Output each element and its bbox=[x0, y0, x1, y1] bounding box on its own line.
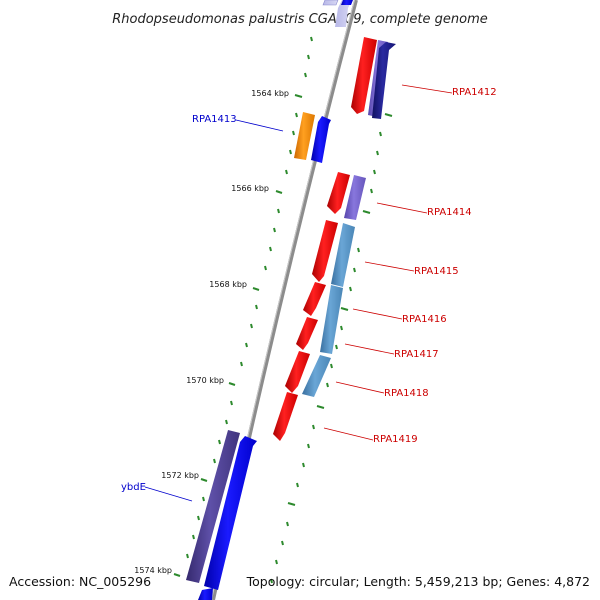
gene-arrow-rpa1413-orange[interactable] bbox=[294, 112, 315, 160]
leader-lines bbox=[323, 84, 453, 441]
gene-arrow-rpa1418-red[interactable] bbox=[285, 351, 310, 393]
gene-arrow-rpa1415-steel[interactable] bbox=[331, 223, 355, 287]
tick-label-1574: 1574 kbp bbox=[134, 566, 172, 575]
leader-lines-blue bbox=[144, 119, 284, 502]
page-title: Rhodopseudomonas palustris CGA009, compl… bbox=[112, 12, 488, 27]
gene-arrow-rpa1417-red[interactable] bbox=[296, 317, 318, 350]
tick-label-1568: 1568 kbp bbox=[209, 280, 247, 289]
gene-arrow[interactable] bbox=[335, 0, 352, 27]
gene-label-rpa1419[interactable]: RPA1419 bbox=[373, 434, 418, 445]
gene-arrow[interactable] bbox=[198, 588, 213, 600]
gene-arrow-rpa1419-red[interactable] bbox=[273, 392, 298, 441]
gene-label-rpa1416[interactable]: RPA1416 bbox=[402, 314, 447, 325]
tick-label-1564: 1564 kbp bbox=[251, 89, 289, 98]
gene-arrow-rpa1412-navy[interactable] bbox=[372, 42, 396, 119]
gene-label-rpa1415[interactable]: RPA1415 bbox=[414, 266, 459, 277]
tick-label-1566: 1566 kbp bbox=[231, 184, 269, 193]
gene-label-rpa1418[interactable]: RPA1418 bbox=[384, 388, 429, 399]
gene-arrow-rpa1416-steel[interactable] bbox=[320, 285, 343, 354]
gene-arrow-rpa1414-lavender[interactable] bbox=[344, 175, 366, 220]
gene-arrow-rpa1412-red[interactable] bbox=[351, 37, 377, 114]
gene-arrow-rpa1418-steel[interactable] bbox=[302, 355, 331, 397]
gene-arrow[interactable] bbox=[322, 0, 339, 6]
accession-text: Accession: NC_005296 bbox=[9, 574, 151, 589]
gene-arrow-ybde-slate[interactable] bbox=[186, 430, 240, 583]
gene-label-rpa1412[interactable]: RPA1412 bbox=[452, 87, 497, 98]
gene-arrow-rpa1413-blue[interactable] bbox=[311, 116, 331, 163]
topology-text: Topology: circular; Length: 5,459,213 bp… bbox=[246, 574, 590, 589]
outer-tick-ring bbox=[270, 113, 393, 584]
gene-arrow[interactable] bbox=[341, 0, 353, 5]
gene-arrow-rpa1416-red[interactable] bbox=[303, 282, 326, 316]
gene-label-rpa1417[interactable]: RPA1417 bbox=[394, 349, 439, 360]
gene-label-ybde[interactable]: ybdE bbox=[121, 482, 146, 493]
gene-label-rpa1414[interactable]: RPA1414 bbox=[427, 207, 472, 218]
gene-arrow-rpa1415-red[interactable] bbox=[312, 220, 338, 282]
gene-arrow-rpa1414-red[interactable] bbox=[327, 172, 350, 214]
gene-label-rpa1413[interactable]: RPA1413 bbox=[192, 114, 237, 125]
tick-label-1572: 1572 kbp bbox=[161, 471, 199, 480]
gene-arrow-ybde-blue[interactable] bbox=[204, 436, 257, 590]
tick-label-1570: 1570 kbp bbox=[186, 376, 224, 385]
inner-tick-ring bbox=[173, 36, 313, 577]
